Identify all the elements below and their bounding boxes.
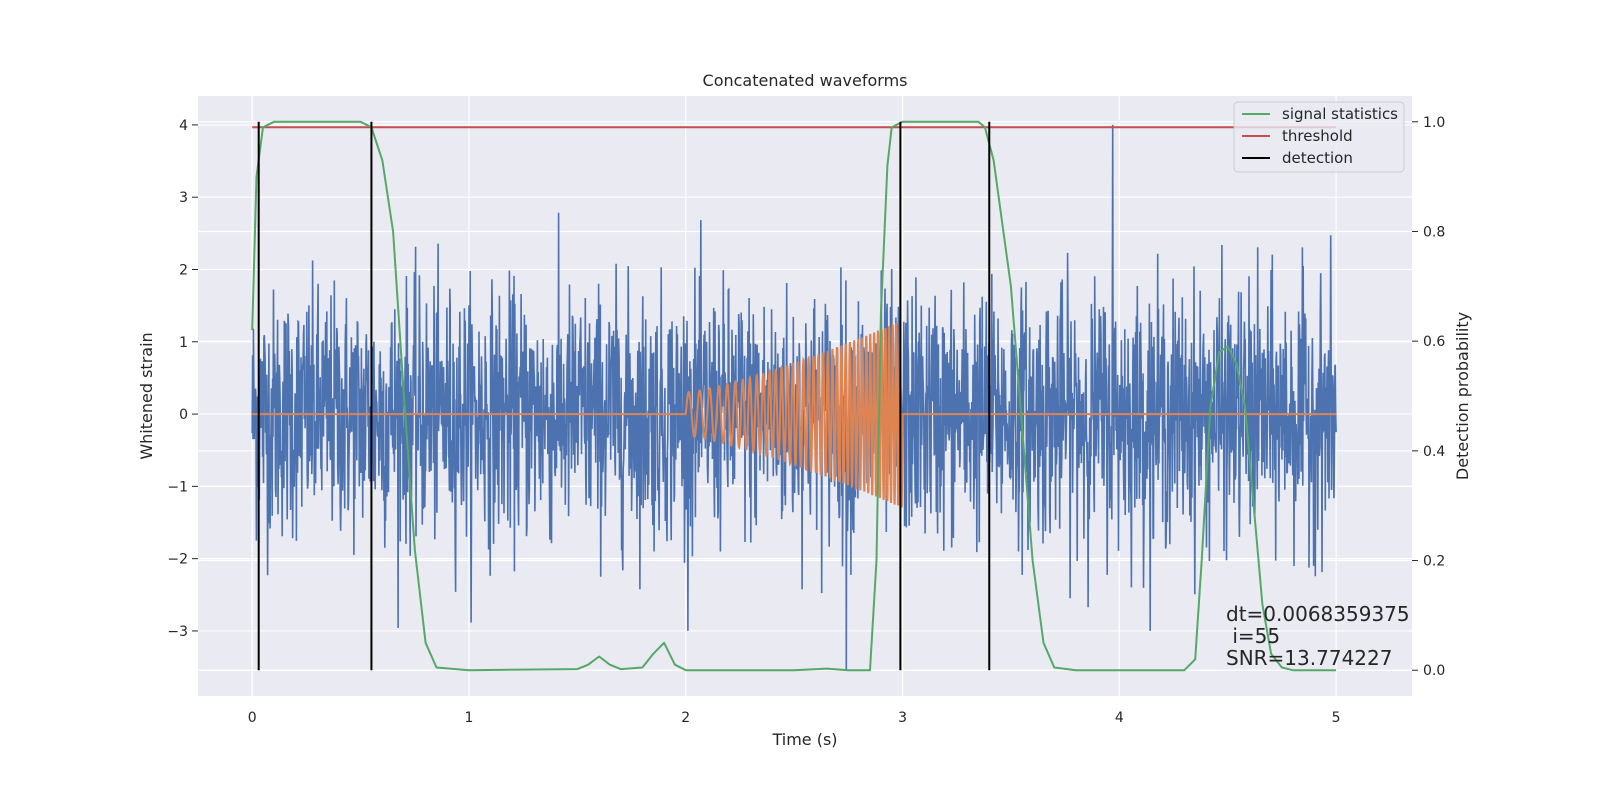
y-tick-label: −3 <box>167 624 188 640</box>
y2-tick-label: 1.0 <box>1423 115 1445 131</box>
y-tick-label: 4 <box>179 118 188 134</box>
x-tick-label: 4 <box>1115 710 1124 726</box>
y-tick-label: 1 <box>179 335 188 351</box>
x-axis-label: Time (s) <box>771 730 837 749</box>
legend-label-threshold: threshold <box>1282 127 1353 145</box>
series-injected-signal <box>252 321 1337 508</box>
x-tick-label: 0 <box>248 710 257 726</box>
y-tick-label: 2 <box>179 262 188 278</box>
legend-label-detection: detection <box>1282 149 1353 167</box>
annotation-index: i=55 <box>1226 624 1280 648</box>
x-tick-label: 1 <box>465 710 474 726</box>
y2-tick-label: 0.4 <box>1423 444 1445 460</box>
chart-title: Concatenated waveforms <box>703 71 908 90</box>
y-tick-label: 3 <box>179 190 188 206</box>
chirp-line <box>252 321 1337 508</box>
x-tick-label: 2 <box>681 710 690 726</box>
y-tick-label: 0 <box>179 407 188 423</box>
series-detection <box>257 121 991 671</box>
y2-tick-label: 0.8 <box>1423 224 1445 240</box>
signal-statistics-line <box>251 120 1337 672</box>
y2-tick-label: 0.6 <box>1423 334 1445 350</box>
y2-tick-label: 0.0 <box>1423 663 1445 679</box>
legend-label-signal-statistics: signal statistics <box>1282 105 1398 123</box>
annotation-dt: dt=0.0068359375 <box>1226 602 1410 626</box>
series-signal-statistics <box>251 120 1337 672</box>
y2-tick-label: 0.2 <box>1423 554 1445 570</box>
y2-axis-label: Detection probability <box>1453 312 1472 480</box>
x-tick-label: 3 <box>898 710 907 726</box>
ticks: 0 1 2 3 4 5 −3 −2 −1 0 1 2 3 4 0.0 0.2 0.4 0.6 0.8 1.0 <box>167 115 1445 726</box>
y-tick-label: −1 <box>167 479 188 495</box>
y-tick-label: −2 <box>167 552 188 568</box>
annotation-snr: SNR=13.774227 <box>1226 646 1392 670</box>
legend: signal statistics threshold detection <box>1233 101 1405 173</box>
x-tick-label: 5 <box>1332 710 1341 726</box>
y-axis-label: Whitened strain <box>137 332 156 459</box>
